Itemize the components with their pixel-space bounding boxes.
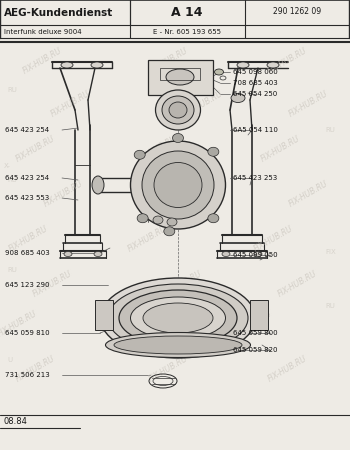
Text: 645 099 050: 645 099 050 [233, 252, 278, 258]
Text: RU: RU [7, 87, 17, 93]
Ellipse shape [105, 333, 251, 357]
Ellipse shape [92, 176, 104, 194]
Ellipse shape [166, 69, 194, 85]
Ellipse shape [114, 336, 242, 354]
Text: 645 423 254: 645 423 254 [5, 127, 49, 133]
Text: 6A5 054 110: 6A5 054 110 [233, 127, 278, 133]
Text: FIX-HUB.RU: FIX-HUB.RU [171, 179, 214, 208]
Text: FIX-HUB.RU: FIX-HUB.RU [147, 46, 189, 76]
Ellipse shape [91, 62, 103, 68]
Ellipse shape [142, 151, 214, 219]
Text: FIX-HUB.RU: FIX-HUB.RU [182, 89, 224, 118]
Ellipse shape [131, 297, 225, 339]
Ellipse shape [143, 303, 213, 333]
Text: 645 123 290: 645 123 290 [5, 282, 49, 288]
Text: 08.84: 08.84 [3, 417, 27, 426]
Text: 290 1262 09: 290 1262 09 [273, 8, 321, 17]
Text: 645 423 253: 645 423 253 [233, 175, 277, 181]
Text: FIX-HUB.RU: FIX-HUB.RU [287, 179, 329, 208]
Text: FIX-HUB.RU: FIX-HUB.RU [266, 46, 308, 76]
Text: FIX-HUB.RU: FIX-HUB.RU [259, 134, 301, 163]
Ellipse shape [162, 96, 194, 124]
Ellipse shape [61, 62, 73, 68]
Ellipse shape [215, 69, 224, 75]
Text: 645 098 060: 645 098 060 [233, 69, 278, 75]
Text: 708 685 403: 708 685 403 [233, 80, 278, 86]
Text: FIX-HUB.RU: FIX-HUB.RU [126, 224, 168, 253]
Text: FIX-HUB.RU: FIX-HUB.RU [276, 269, 319, 298]
Ellipse shape [164, 227, 175, 236]
Ellipse shape [100, 278, 256, 358]
Text: FIX-HUB.RU: FIX-HUB.RU [266, 354, 308, 384]
Text: FIX-HUB.RU: FIX-HUB.RU [231, 309, 273, 339]
Bar [148, 60, 213, 95]
Ellipse shape [167, 218, 177, 226]
Text: X-: X- [4, 163, 10, 170]
Ellipse shape [254, 252, 262, 256]
Text: FIX-HUB.RU: FIX-HUB.RU [136, 134, 179, 163]
Text: FIX-HUB.RU: FIX-HUB.RU [147, 354, 189, 384]
Ellipse shape [155, 90, 201, 130]
Ellipse shape [153, 216, 163, 224]
Text: FIX-HUB.RU: FIX-HUB.RU [14, 134, 56, 163]
Text: 645 054 250: 645 054 250 [233, 91, 277, 97]
Ellipse shape [108, 284, 248, 352]
Text: RU: RU [7, 177, 17, 183]
Ellipse shape [267, 62, 279, 68]
Text: FIX: FIX [326, 249, 336, 255]
Text: FIX-HUB.RU: FIX-HUB.RU [161, 269, 203, 298]
Text: RU: RU [7, 267, 17, 273]
Text: AEG-Kundendienst: AEG-Kundendienst [4, 8, 113, 18]
Ellipse shape [119, 290, 237, 346]
Text: FIX-HUB.RU: FIX-HUB.RU [252, 224, 294, 253]
Text: RU: RU [326, 303, 335, 309]
Bar [95, 300, 113, 330]
Text: 645 423 254: 645 423 254 [5, 175, 49, 181]
Ellipse shape [154, 162, 202, 207]
Ellipse shape [131, 141, 225, 229]
Ellipse shape [64, 252, 72, 256]
Text: FIX-HUB.RU: FIX-HUB.RU [7, 224, 49, 253]
Text: 908 685 403: 908 685 403 [5, 250, 50, 256]
Bar [160, 68, 200, 80]
Bar [250, 300, 268, 330]
Ellipse shape [169, 102, 187, 118]
Ellipse shape [134, 150, 145, 159]
Text: E - Nr. 605 193 655: E - Nr. 605 193 655 [153, 29, 221, 35]
Ellipse shape [137, 214, 148, 223]
Text: FIX-HUB.RU: FIX-HUB.RU [21, 46, 63, 76]
Text: Interfunk deluxe 9004: Interfunk deluxe 9004 [4, 29, 82, 35]
Ellipse shape [208, 214, 219, 223]
Ellipse shape [237, 62, 249, 68]
Text: FIX-HUB.RU: FIX-HUB.RU [0, 309, 39, 339]
Text: FIX-HUB.RU: FIX-HUB.RU [49, 89, 91, 118]
Ellipse shape [208, 147, 219, 156]
Text: FIX-HUB.RU: FIX-HUB.RU [42, 179, 84, 208]
Text: 645 059 800: 645 059 800 [233, 330, 278, 336]
Text: 731 506 213: 731 506 213 [5, 372, 50, 378]
Text: U: U [7, 357, 12, 363]
Text: A 14: A 14 [171, 5, 203, 18]
Ellipse shape [173, 134, 183, 143]
Text: FIX-HUB.RU: FIX-HUB.RU [112, 309, 154, 339]
Text: 645 059 810: 645 059 810 [5, 330, 50, 336]
Ellipse shape [231, 94, 245, 103]
Text: FIX-HUB.RU: FIX-HUB.RU [31, 269, 74, 298]
Text: 645 059 820: 645 059 820 [233, 347, 278, 353]
Text: 645 423 553: 645 423 553 [5, 195, 49, 201]
Text: FIX-HUB.RU: FIX-HUB.RU [14, 354, 56, 384]
Text: FIX-HUB.RU: FIX-HUB.RU [287, 89, 329, 118]
Ellipse shape [94, 252, 102, 256]
Text: RU: RU [326, 127, 335, 134]
Ellipse shape [222, 252, 230, 256]
